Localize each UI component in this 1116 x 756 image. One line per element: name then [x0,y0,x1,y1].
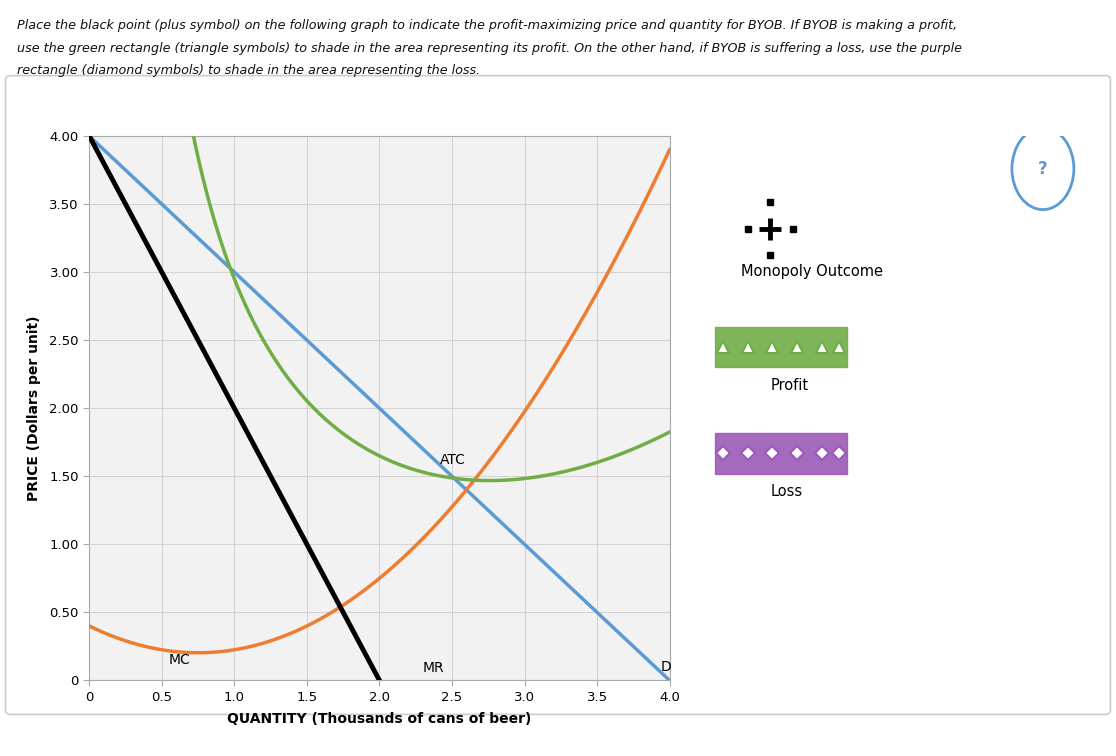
Text: MC: MC [170,652,191,667]
Bar [714,327,847,367]
Text: rectangle (diamond symbols) to shade in the area representing the loss.: rectangle (diamond symbols) to shade in … [17,64,480,77]
Text: Monopoly Outcome: Monopoly Outcome [741,264,884,279]
Text: use the green rectangle (triangle symbols) to shade in the area representing its: use the green rectangle (triangle symbol… [17,42,962,54]
Text: D: D [661,659,672,674]
Y-axis label: PRICE (Dollars per unit): PRICE (Dollars per unit) [27,315,41,501]
X-axis label: QUANTITY (Thousands of cans of beer): QUANTITY (Thousands of cans of beer) [228,712,531,727]
Text: ?: ? [1038,160,1048,178]
Text: Profit: Profit [770,378,808,393]
Text: ATC: ATC [441,453,466,467]
Text: Loss: Loss [770,485,802,500]
Bar [714,432,847,473]
Text: Place the black point (plus symbol) on the following graph to indicate the profi: Place the black point (plus symbol) on t… [17,19,956,32]
Text: MR: MR [423,661,444,675]
